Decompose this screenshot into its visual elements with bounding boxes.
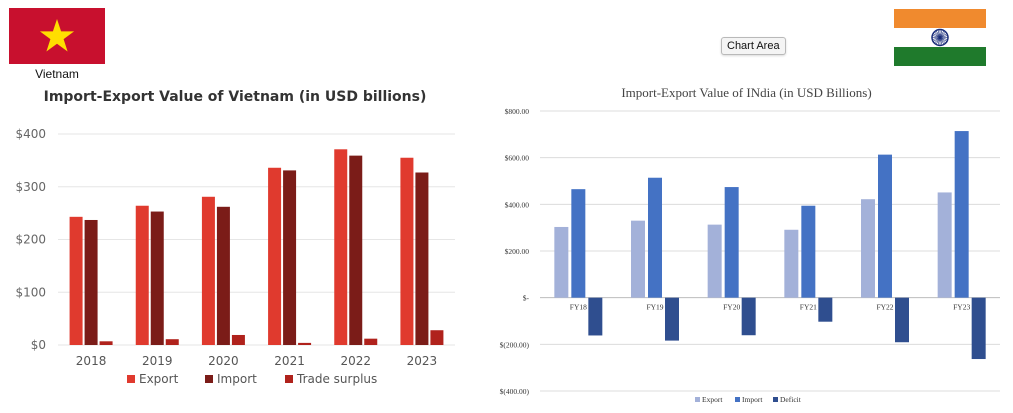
bar-deficit [741, 297, 756, 336]
x-tick-label: 2023 [407, 354, 438, 368]
vietnam-label: Vietnam [35, 67, 79, 81]
india-flag [894, 9, 986, 66]
bar-export [201, 196, 215, 345]
bar-trade-surplus [231, 334, 245, 345]
bar-import [571, 189, 586, 298]
bar-deficit [588, 297, 603, 336]
bar-deficit [895, 297, 909, 343]
bar-export [861, 199, 875, 298]
legend-label: Deficit [780, 395, 802, 404]
legend-swatch [205, 375, 213, 383]
bar-export [334, 149, 348, 345]
bar-export [69, 216, 83, 345]
y-tick-label: $200 [15, 233, 46, 247]
y-tick-label: $300 [15, 180, 46, 194]
y-tick-label: $- [523, 294, 530, 303]
bar-import [878, 154, 892, 298]
bar-import [349, 155, 363, 345]
bar-import [84, 219, 98, 345]
bar-deficit [971, 297, 986, 360]
bar-import [283, 170, 297, 345]
bar-import [954, 131, 969, 298]
bar-export [268, 167, 282, 345]
bar-deficit [818, 297, 833, 322]
legend-swatch [285, 375, 293, 383]
x-tick-label: FY21 [800, 303, 817, 312]
x-tick-label: 2020 [208, 354, 239, 368]
y-tick-label: $200.00 [505, 247, 530, 256]
x-tick-label: FY19 [646, 303, 663, 312]
bar-trade-surplus [165, 339, 179, 345]
vietnam-flag-star-icon [39, 19, 75, 52]
x-tick-label: 2022 [340, 354, 371, 368]
y-tick-label: $400.00 [505, 200, 530, 209]
vietnam-chart-title: Import-Export Value of Vietnam (in USD b… [43, 89, 427, 105]
bar-import [724, 187, 739, 298]
legend-label: Export [139, 372, 179, 386]
bar-deficit [665, 297, 679, 341]
bar-trade-surplus [99, 341, 113, 345]
bar-import [150, 211, 164, 345]
x-tick-label: FY18 [570, 303, 587, 312]
bar-import [648, 177, 662, 298]
y-tick-label: $100 [15, 285, 46, 299]
bar-trade-surplus [364, 338, 378, 345]
x-tick-label: 2019 [142, 354, 173, 368]
legend-label: Import [742, 395, 763, 404]
bar-export [135, 205, 149, 345]
legend-label: Trade surplus [296, 372, 377, 386]
vietnam-flag [9, 8, 105, 64]
bar-export [400, 157, 414, 345]
legend-swatch [735, 397, 740, 402]
y-tick-label: $(200.00) [500, 340, 530, 349]
india-chart: $(400.00) $(200.00) $- $200.00 $400.00 $600.0… [500, 107, 1000, 404]
legend-swatch [127, 375, 135, 383]
chart-area-tooltip: Chart Area [721, 37, 786, 55]
y-tick-label: $400 [15, 127, 46, 141]
bar-trade-surplus [298, 342, 312, 345]
ashoka-chakra-icon [931, 28, 949, 47]
bar-import [216, 206, 230, 345]
bar-trade-surplus [430, 330, 444, 345]
x-tick-label: FY23 [953, 303, 970, 312]
y-tick-label: $800.00 [505, 107, 530, 116]
y-tick-label: $0 [31, 338, 46, 352]
bar-export [631, 220, 645, 298]
y-tick-label: $(400.00) [500, 387, 530, 396]
india-chart-title: Import-Export Value of INdia (in USD Bil… [621, 85, 872, 100]
x-tick-label: 2021 [274, 354, 305, 368]
x-tick-label: FY22 [876, 303, 893, 312]
bar-export [937, 192, 952, 298]
x-tick-label: FY20 [723, 303, 740, 312]
bar-import [801, 205, 816, 298]
bar-export [554, 226, 569, 298]
legend-swatch [773, 397, 778, 402]
legend-label: Import [217, 372, 257, 386]
bar-export [784, 229, 799, 298]
x-tick-label: 2018 [76, 354, 107, 368]
y-tick-label: $600.00 [505, 154, 530, 163]
vietnam-chart: $0 $100 $200 $300 $400 2018 2019 2020 2021 2022 20… [15, 127, 455, 386]
legend-swatch [695, 397, 700, 402]
legend-label: Export [702, 395, 723, 404]
bar-import [415, 172, 429, 345]
bar-export [707, 224, 722, 298]
